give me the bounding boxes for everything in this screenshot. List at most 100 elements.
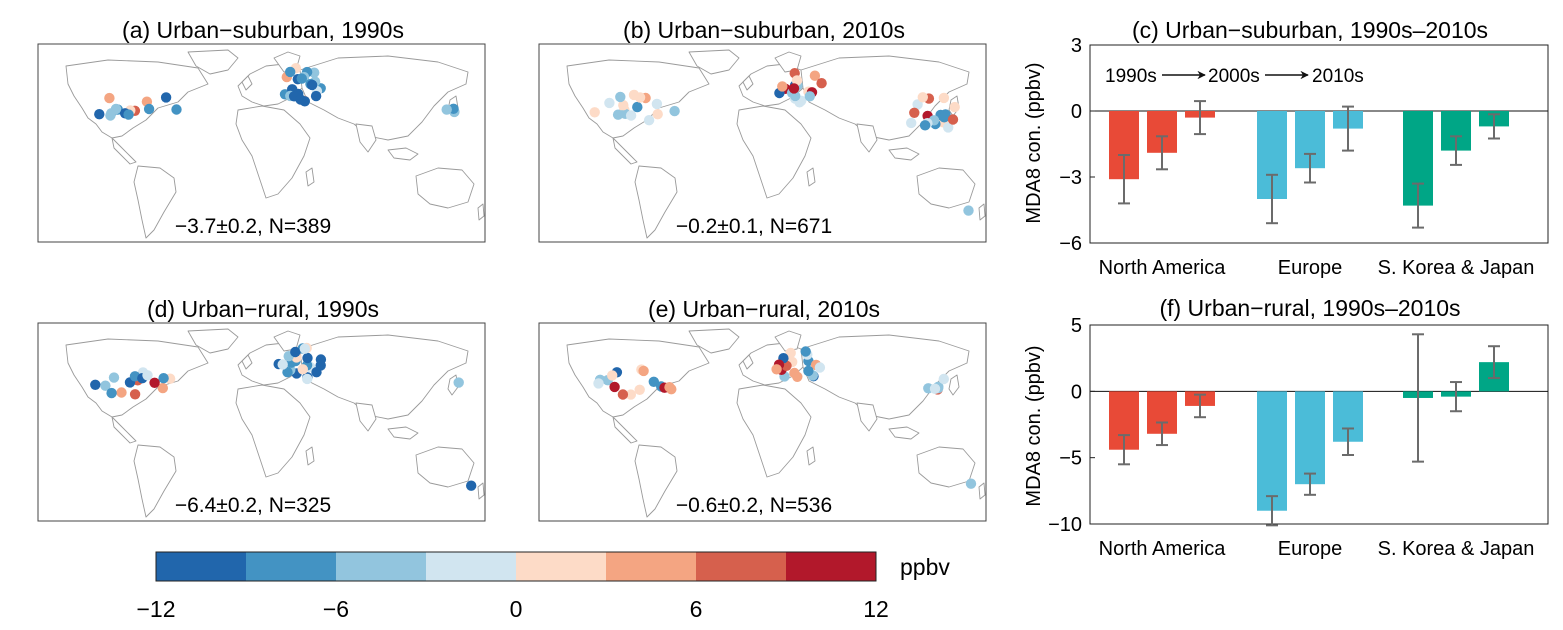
y-tick-label: 0 (1071, 101, 1082, 123)
land-outline (774, 330, 802, 352)
land-outline (566, 338, 710, 418)
station-dot (160, 92, 172, 103)
land-outline (305, 167, 315, 187)
land-outline (736, 384, 812, 478)
bar-chart-c: (c) Urban−suburban, 1990s–2010s MDA8 con… (1023, 17, 1549, 279)
land-outline (415, 446, 475, 488)
colorbar-swatch-0 (156, 552, 247, 581)
station-dot (105, 110, 116, 121)
bar-chart-f: (f) Urban−rural, 1990s–2010s MDA8 con. (… (1023, 295, 1549, 560)
y-tick-label: −3 (1059, 167, 1082, 189)
land-outline (111, 137, 137, 165)
land-outline (187, 328, 239, 354)
map-title-e: (e) Urban−rural, 2010s (648, 296, 880, 322)
station-dot (792, 371, 803, 382)
station-dots-a (94, 63, 460, 121)
land-outline (742, 354, 754, 370)
station-dot (943, 122, 954, 133)
land-outline (235, 105, 311, 199)
chart-body-f: 5 0 −5 −10 North America Europe S. Korea & Jap… (1048, 315, 1549, 560)
station-dot (609, 381, 620, 393)
colorbar-swatches (156, 552, 877, 581)
land-outline (477, 203, 485, 221)
land-outline (688, 328, 740, 354)
colorbar-swatch-5 (606, 552, 697, 581)
chart-body-c: 3 0 −3 −6 North America Europe S. Korea & Japa… (1059, 35, 1549, 279)
station-dot (632, 101, 643, 113)
station-dot (310, 90, 322, 102)
station-dot (625, 389, 636, 400)
chart-title-f: (f) Urban−rural, 1990s–2010s (1159, 295, 1460, 321)
map-stat-a: −3.7±0.2, N=389 (175, 215, 331, 238)
x-category-label: North America (1099, 257, 1227, 279)
colorbar-tick-0: −12 (136, 596, 175, 622)
station-dot (90, 379, 101, 390)
station-dot (116, 387, 127, 398)
colorbar-swatch-1 (246, 552, 337, 581)
x-category-label: North America (1099, 538, 1227, 560)
station-dot (607, 370, 618, 381)
land-outline (634, 444, 678, 518)
station-dot (949, 101, 960, 113)
land-outline (888, 426, 920, 440)
bar (1295, 391, 1325, 485)
x-category-label: Europe (1278, 257, 1343, 279)
land-outline (688, 49, 740, 75)
y-tick-label: −5 (1059, 448, 1082, 470)
land-outline (305, 446, 315, 466)
station-dots-b (589, 68, 974, 216)
station-dot (816, 78, 827, 89)
chart-axes-box (1089, 324, 1549, 525)
station-dot (129, 389, 141, 400)
station-dot (290, 346, 301, 358)
station-dot (94, 109, 105, 120)
station-dot (938, 373, 949, 385)
land-outline (806, 167, 816, 187)
map-panel-a: (a) Urban−suburban, 1990s −3.7±0.2, N=38… (37, 17, 486, 243)
station-dot (785, 347, 796, 359)
station-dot (617, 389, 629, 400)
station-dots-d (90, 342, 477, 491)
map-title-b: (b) Urban−suburban, 2010s (623, 17, 905, 43)
colorbar-frame (155, 551, 877, 582)
station-dot (791, 75, 803, 86)
x-category-label: Europe (1278, 538, 1343, 560)
land-outline (742, 75, 754, 91)
station-dot (919, 120, 931, 131)
bar (1257, 391, 1287, 511)
land-outline (355, 402, 377, 432)
land-outline (235, 384, 311, 478)
land-outline (477, 482, 485, 500)
land-outline (355, 123, 377, 153)
station-dot (108, 372, 120, 383)
series-legend: 1990s 2000s 2010s (1105, 66, 1364, 87)
land-outline (241, 354, 253, 370)
land-outline (273, 330, 301, 352)
y-tick-label: 3 (1071, 35, 1082, 57)
station-dot (947, 114, 959, 125)
station-dot (634, 384, 645, 395)
station-dot (593, 378, 604, 389)
station-dot (615, 91, 626, 103)
colorbar-swatch-3 (426, 552, 517, 581)
chart-ylabel-f: MDA8 con. (ppbv) (1023, 345, 1045, 506)
colorbar-swatch-7 (786, 552, 877, 581)
station-dot (618, 100, 629, 111)
station-dot (149, 377, 160, 388)
map-title-a: (a) Urban−suburban, 1990s (122, 17, 404, 43)
station-dot (171, 104, 182, 115)
station-dot (143, 103, 155, 115)
land-outline (612, 137, 638, 165)
station-dot (643, 115, 655, 126)
chart-ylabel-c: MDA8 con. (ppbv) (1023, 62, 1045, 223)
station-dot (777, 81, 788, 92)
land-outline (774, 51, 802, 73)
station-dot (604, 97, 615, 109)
colorbar-tick-2: 0 (510, 596, 523, 622)
station-dot (297, 364, 308, 375)
chart-title-c: (c) Urban−suburban, 1990s–2010s (1132, 17, 1488, 43)
colorbar-swatch-4 (516, 552, 607, 581)
colorbar-swatch-6 (696, 552, 787, 581)
station-dot (651, 98, 663, 110)
